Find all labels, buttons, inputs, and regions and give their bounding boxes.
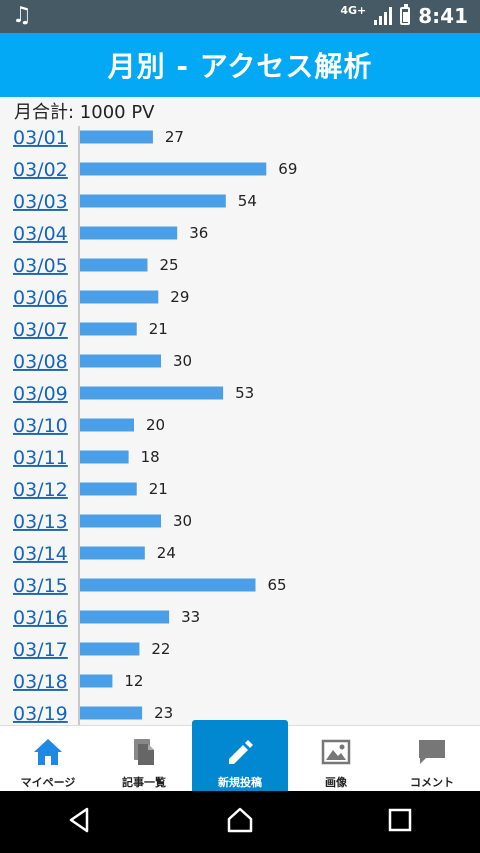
date-link[interactable]: 03/08: [13, 351, 68, 373]
pv-bar: [80, 290, 159, 304]
page-title: 月別 - アクセス解析: [107, 50, 373, 83]
back-button[interactable]: [65, 805, 95, 839]
monthly-total: 月合計: 1000 PV: [14, 102, 155, 123]
bar-chart-svg: 03/01 27 03/02 69 03/03 54 03/04 36 03/05 25 03/06…: [13, 126, 297, 726]
bar-value-label: 20: [146, 416, 165, 434]
network-type: 4G+: [340, 3, 367, 17]
bar-value-label: 25: [160, 256, 179, 274]
bar-value-label: 54: [238, 192, 257, 210]
title-bar: 月別 - アクセス解析: [0, 33, 480, 97]
pv-bar: [80, 162, 267, 176]
tab-mypage[interactable]: マイページ: [0, 726, 96, 792]
tab-label: マイページ: [20, 776, 76, 789]
date-link[interactable]: 03/02: [13, 159, 68, 181]
pv-bar: [80, 258, 148, 272]
status-indicators: 4G+ 8:41: [340, 3, 468, 29]
date-link[interactable]: 03/11: [13, 447, 68, 469]
pv-bar: [80, 130, 153, 144]
image-icon: [321, 739, 351, 765]
recents-button[interactable]: [385, 805, 415, 839]
date-link[interactable]: 03/17: [13, 639, 68, 661]
pv-bar: [80, 354, 161, 368]
bar-value-label: 22: [151, 640, 170, 658]
bar-value-label: 23: [154, 704, 173, 722]
tab-comments[interactable]: コメント: [384, 726, 480, 792]
battery-icon: [400, 4, 411, 25]
pv-bar: [80, 642, 140, 656]
tab-images[interactable]: 画像: [288, 726, 384, 792]
date-link[interactable]: 03/10: [13, 415, 68, 437]
home-button[interactable]: [225, 805, 255, 839]
bar-value-label: 18: [141, 448, 160, 466]
pv-bar: [80, 450, 129, 464]
date-link[interactable]: 03/13: [13, 511, 68, 533]
pv-bar: [80, 610, 170, 624]
pv-bar: [80, 226, 178, 240]
bar-value-label: 30: [173, 352, 192, 370]
date-link[interactable]: 03/15: [13, 575, 68, 597]
tab-new-post[interactable]: 新規投稿: [192, 720, 288, 792]
bar-value-label: 24: [157, 544, 176, 562]
tab-label: 画像: [325, 776, 347, 789]
pv-bar: [80, 546, 145, 560]
music-note-icon: ♫: [12, 3, 32, 28]
bar-value-label: 29: [170, 288, 189, 306]
bar-value-label: 21: [149, 320, 168, 338]
bar-value-label: 36: [189, 224, 208, 242]
access-bar-chart: 03/01 27 03/02 69 03/03 54 03/04 36 03/05 25 03/06…: [0, 120, 480, 726]
bar-value-label: 12: [124, 672, 143, 690]
pv-bar: [80, 674, 113, 688]
pencil-icon: [229, 740, 253, 764]
bar-value-label: 33: [181, 608, 200, 626]
date-link[interactable]: 03/12: [13, 479, 68, 501]
home-icon: [34, 739, 62, 765]
tab-label: 記事一覧: [122, 776, 166, 789]
date-link[interactable]: 03/09: [13, 383, 68, 405]
pv-bar: [80, 482, 137, 496]
pv-bar: [80, 418, 134, 432]
pv-bar: [80, 514, 161, 528]
date-link[interactable]: 03/18: [13, 671, 68, 693]
back-triangle-icon: [69, 807, 89, 833]
tab-articles[interactable]: 記事一覧: [96, 726, 192, 792]
pv-bar: [80, 322, 137, 336]
date-link[interactable]: 03/01: [13, 127, 68, 149]
bar-value-label: 69: [278, 160, 297, 178]
date-link[interactable]: 03/07: [13, 319, 68, 341]
date-link[interactable]: 03/05: [13, 255, 68, 277]
bar-value-label: 65: [268, 576, 287, 594]
tab-label: コメント: [410, 776, 454, 789]
comment-icon: [419, 740, 445, 764]
pv-bar: [80, 386, 224, 400]
bottom-tab-bar: マイページ 記事一覧 新規投稿 画像 コメント: [0, 720, 480, 792]
date-link[interactable]: 03/16: [13, 607, 68, 629]
signal-icon: [374, 7, 393, 25]
date-link[interactable]: 03/19: [13, 703, 68, 725]
status-bar: ♫ 4G+ 8:41: [0, 0, 480, 33]
date-link[interactable]: 03/03: [13, 191, 68, 213]
tab-label: 新規投稿: [218, 776, 262, 789]
bar-value-label: 30: [173, 512, 192, 530]
clock-time: 8:41: [418, 4, 468, 28]
pv-bar: [80, 706, 143, 720]
bar-value-label: 53: [235, 384, 254, 402]
date-link[interactable]: 03/14: [13, 543, 68, 565]
system-nav-bar: [0, 791, 480, 853]
recents-square-icon: [388, 808, 412, 832]
date-link[interactable]: 03/06: [13, 287, 68, 309]
bar-value-label: 21: [149, 480, 168, 498]
documents-icon: [134, 739, 154, 765]
pv-bar: [80, 578, 256, 592]
pv-bar: [80, 194, 226, 208]
bar-value-label: 27: [165, 128, 184, 146]
home-outline-icon: [227, 807, 253, 833]
date-link[interactable]: 03/04: [13, 223, 68, 245]
